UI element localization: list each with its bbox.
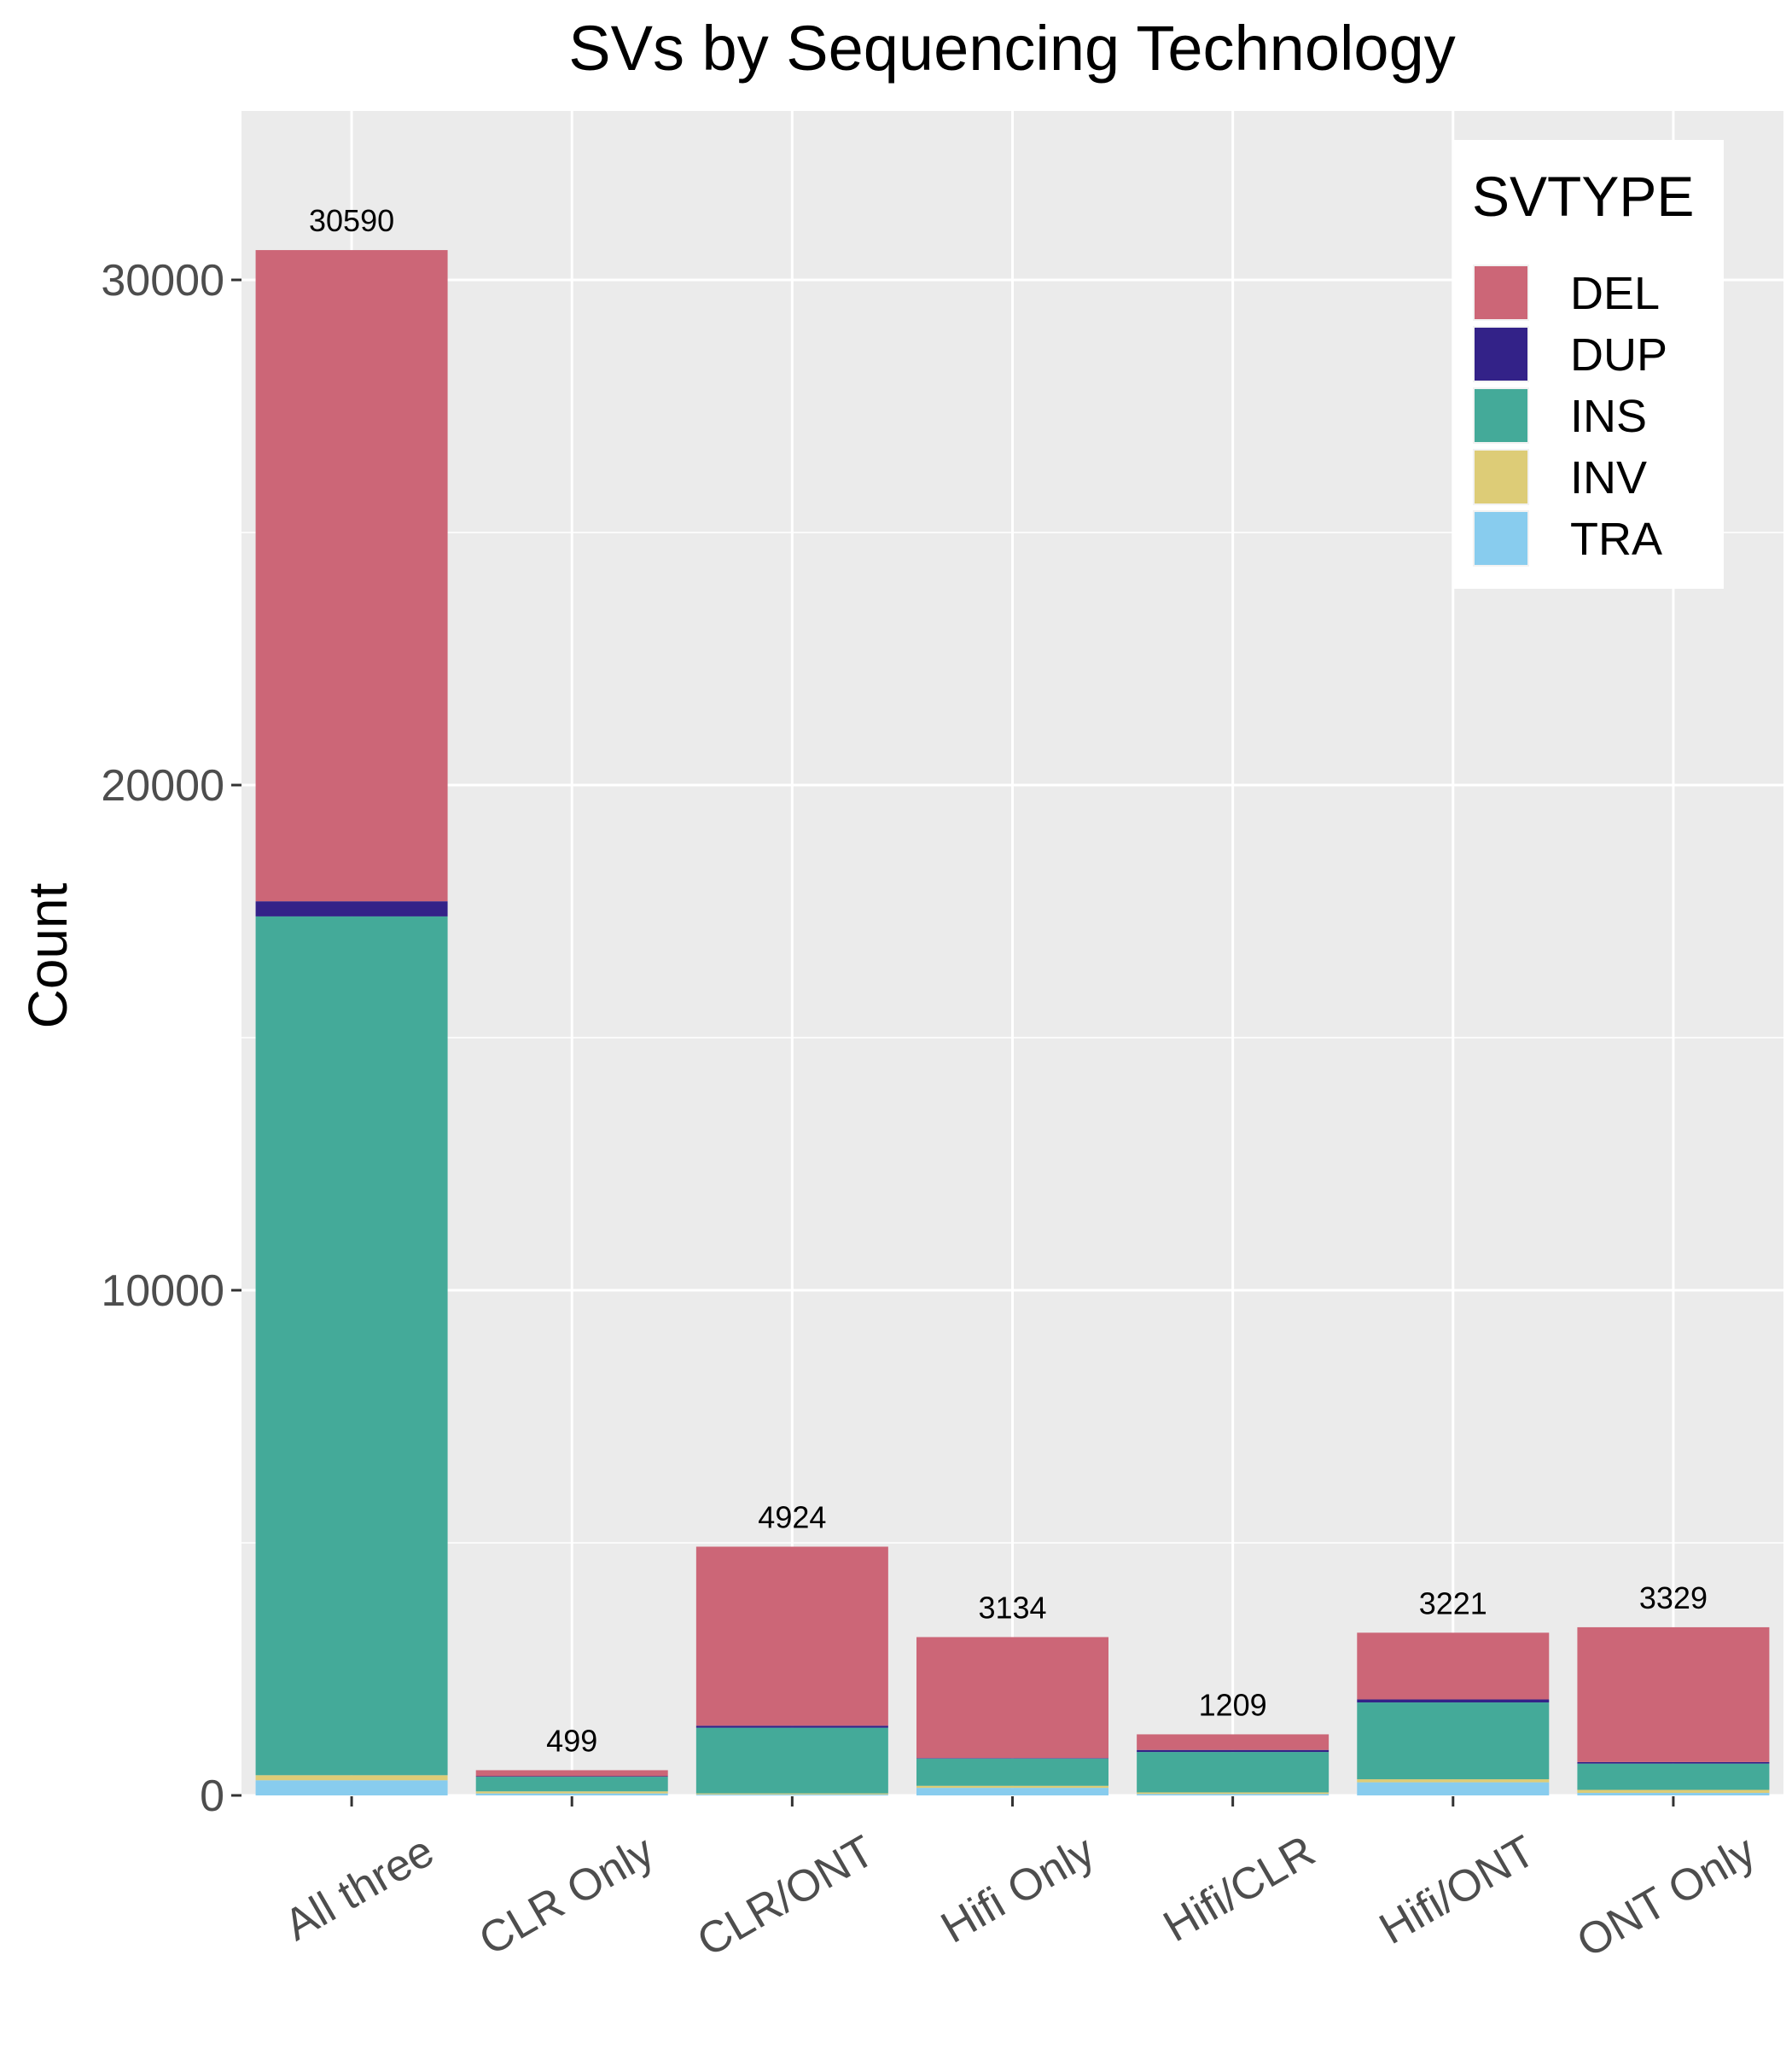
bar-stack bbox=[916, 1637, 1108, 1795]
bar-stack bbox=[1357, 1632, 1550, 1795]
legend-title: SVTYPE bbox=[1472, 165, 1694, 228]
legend-label: INV bbox=[1570, 452, 1647, 503]
bar-segment-ins bbox=[916, 1758, 1108, 1786]
bar-stack bbox=[1577, 1626, 1770, 1795]
bar-segment-inv bbox=[1357, 1779, 1550, 1783]
data-labels-layer: 30590 499 4924 3134 1209 3221 3329 bbox=[309, 203, 1708, 1758]
y-axis-title: Count bbox=[17, 882, 79, 1028]
legend-swatch bbox=[1475, 266, 1527, 319]
y-tick-label: 10000 bbox=[101, 1266, 224, 1316]
bar-segment-tra bbox=[1137, 1794, 1329, 1795]
bar-stack bbox=[255, 250, 448, 1795]
y-axis: 0 10000 20000 30000 bbox=[101, 256, 241, 1821]
legend-items: DEL DUP INS INV TRA bbox=[1473, 265, 1667, 567]
bar-segment-del bbox=[1577, 1626, 1770, 1762]
legend-item-tra: TRA bbox=[1473, 510, 1662, 567]
bar-segment-inv bbox=[916, 1785, 1108, 1789]
legend-swatch bbox=[1475, 512, 1527, 565]
bar-stack bbox=[475, 1770, 668, 1795]
bar-segment-del bbox=[1357, 1632, 1550, 1700]
bar-segment-del bbox=[916, 1637, 1108, 1759]
bar-segment-dup bbox=[695, 1725, 888, 1728]
bar-segment-del bbox=[255, 250, 448, 902]
bar-segment-tra bbox=[916, 1788, 1108, 1795]
bar-segment-dup bbox=[255, 901, 448, 916]
chart-title: SVs by Sequencing Technology bbox=[568, 13, 1455, 84]
y-tick-label: 0 bbox=[200, 1772, 224, 1821]
bar-segment-ins bbox=[255, 916, 448, 1776]
bar-total-label: 3329 bbox=[1639, 1580, 1708, 1615]
legend-swatch bbox=[1475, 389, 1527, 442]
bar-segment-ins bbox=[475, 1777, 668, 1792]
bar-segment-inv bbox=[1137, 1792, 1329, 1795]
bar-total-label: 3221 bbox=[1419, 1585, 1487, 1620]
bar-segment-del bbox=[1137, 1734, 1329, 1750]
bar-stack bbox=[695, 1546, 888, 1795]
bar-segment-del bbox=[475, 1770, 668, 1777]
bar-total-label: 499 bbox=[546, 1723, 597, 1758]
bar-segment-ins bbox=[1577, 1763, 1770, 1790]
bar-segment-tra bbox=[1357, 1782, 1550, 1795]
bar-segment-tra bbox=[1577, 1793, 1770, 1795]
legend-label: DUP bbox=[1570, 329, 1667, 381]
bar-total-label: 1209 bbox=[1199, 1687, 1267, 1722]
bar-segment-tra bbox=[475, 1793, 668, 1795]
bar-segment-dup bbox=[1137, 1749, 1329, 1753]
bar-segment-inv bbox=[255, 1775, 448, 1781]
legend-swatch bbox=[1475, 451, 1527, 503]
bar-total-label: 30590 bbox=[309, 203, 394, 238]
bar-stack bbox=[1137, 1734, 1329, 1795]
bar-segment-ins bbox=[1137, 1752, 1329, 1793]
bar-segment-ins bbox=[1357, 1702, 1550, 1780]
legend-item-del: DEL bbox=[1473, 265, 1660, 321]
legend: SVTYPE DEL DUP INS INV TRA bbox=[1452, 140, 1724, 589]
legend-label: INS bbox=[1570, 391, 1647, 442]
bar-segment-dup bbox=[1577, 1761, 1770, 1764]
legend-label: TRA bbox=[1570, 514, 1662, 565]
y-tick-label: 20000 bbox=[101, 761, 224, 811]
bar-segment-inv bbox=[695, 1793, 888, 1795]
legend-swatch bbox=[1475, 328, 1527, 381]
bar-segment-dup bbox=[1357, 1699, 1550, 1703]
legend-item-dup: DUP bbox=[1473, 326, 1667, 382]
bar-segment-inv bbox=[475, 1791, 668, 1794]
bar-segment-tra bbox=[255, 1780, 448, 1795]
y-tick-label: 30000 bbox=[101, 256, 224, 305]
legend-item-inv: INV bbox=[1473, 449, 1647, 505]
bar-segment-dup bbox=[916, 1758, 1108, 1759]
bar-total-label: 4924 bbox=[758, 1499, 826, 1534]
legend-label: DEL bbox=[1570, 268, 1660, 319]
bar-segment-del bbox=[695, 1546, 888, 1726]
bar-total-label: 3134 bbox=[978, 1590, 1046, 1625]
bar-segment-inv bbox=[1577, 1789, 1770, 1794]
bars-layer bbox=[255, 250, 1770, 1795]
bar-segment-ins bbox=[695, 1727, 888, 1794]
legend-item-ins: INS bbox=[1473, 387, 1647, 444]
